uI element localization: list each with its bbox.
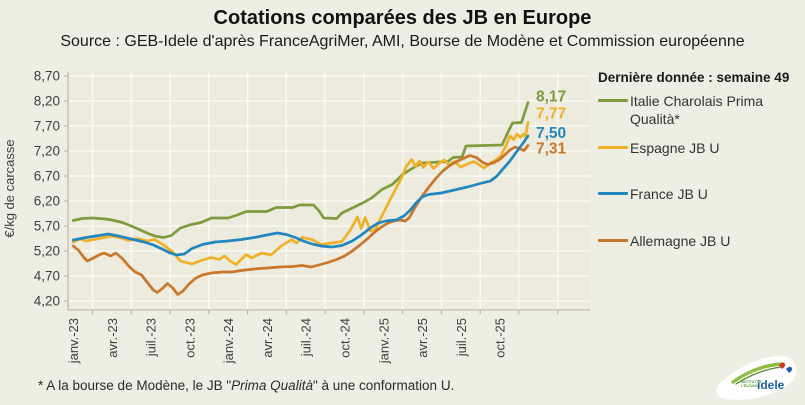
series-line-allemagne-jb-u	[71, 144, 530, 296]
legend-label-allemagne: Allemagne JB U	[630, 232, 731, 249]
footnote: * A la bourse de Modène, le JB "Prima Qu…	[38, 378, 454, 393]
x-tick-label: juil.-24	[299, 318, 314, 357]
plot-area: 8,70 8,20 7,70 7,20 6,70 6,20 5,70 5,20 4,70 4,20…	[2, 69, 590, 364]
page-title: Cotations comparées des JB en Europe	[213, 7, 592, 29]
plot-background	[68, 72, 590, 310]
logo-blue-mark	[786, 366, 793, 373]
y-tick-label: 6,20	[34, 194, 60, 209]
legend-label-italie: Italie Charolais Prima Qualità*	[630, 93, 764, 128]
logo-brand-text: idele	[757, 378, 785, 392]
legend-label-france: France JB U	[630, 186, 708, 202]
legend-items: Italie Charolais Prima Qualità* Espagne J…	[598, 92, 802, 278]
legend-title: Dernière donnée : semaine 49	[598, 70, 790, 85]
x-tick-label: janv.-25	[376, 318, 391, 364]
logo-caption-line2: L'ÉLEVAGE	[741, 383, 761, 388]
x-tick-label: janv.-24	[221, 318, 236, 364]
y-axis-title: €/kg de carcasse	[2, 139, 17, 237]
legend-item-italie: Italie Charolais Prima Qualità*	[598, 92, 802, 139]
series-line-italie-charolais-prima-qualita	[71, 101, 530, 239]
x-tick-label: janv.-23	[66, 318, 81, 364]
x-tick-label: avr.-25	[415, 318, 430, 358]
legend-item-allemagne: Allemagne JB U	[598, 232, 802, 279]
y-tick-label: 8,20	[34, 94, 60, 109]
logo-green-line	[735, 366, 782, 385]
end-value-label-italie-charolais-prima-qualita: 8,17	[536, 89, 566, 106]
page-subtitle: Source : GEB-Idele d'après FranceAgriMer…	[60, 33, 745, 50]
logo-green-swoosh	[731, 362, 785, 384]
legend-item-france: France JB U	[598, 185, 802, 232]
legend-swatch-france	[598, 192, 628, 195]
x-tick-label: juil.-23	[144, 318, 159, 357]
y-tick-label: 4,20	[34, 294, 60, 309]
y-tick-label: 8,70	[34, 69, 60, 84]
series-line-france-jb-u	[71, 134, 530, 257]
y-tick-label: 5,20	[34, 244, 60, 259]
x-tick-label: juil.-25	[454, 318, 469, 357]
logo-red-mark	[779, 362, 786, 369]
series-line-espagne-jb-u	[71, 121, 530, 266]
end-value-label-espagne-jb-u: 7,77	[536, 106, 566, 123]
legend-item-espagne: Espagne JB U	[598, 139, 802, 186]
x-tick-label: avr.-24	[260, 318, 275, 358]
end-value-label-france-jb-u: 7,50	[536, 125, 566, 142]
legend-swatch-espagne	[598, 145, 628, 149]
x-tick-label: oct.-23	[182, 318, 197, 358]
x-tick-label: oct.-25	[493, 318, 508, 358]
footnote-italic: Prima Qualità	[231, 378, 313, 393]
x-tick-label: oct.-24	[338, 318, 353, 358]
legend-label-espagne: Espagne JB U	[630, 139, 720, 156]
idele-logo: INSTITUT DE L'ÉLEVAGE idele	[716, 356, 797, 400]
footnote-suffix: " à une conformation U.	[312, 378, 455, 393]
legend-swatch-italie	[598, 99, 628, 102]
y-tick-label: 5,70	[34, 219, 60, 234]
legend: Dernière donnée : semaine 49 Italie Char…	[598, 70, 802, 278]
x-tick-label: avr.-23	[105, 318, 120, 358]
y-tick-label: 6,70	[34, 169, 60, 184]
y-tick-label: 4,70	[34, 269, 60, 284]
footnote-prefix: * A la bourse de Modène, le JB "	[38, 378, 232, 393]
y-tick-label: 7,70	[34, 119, 60, 134]
legend-swatch-allemagne	[598, 238, 628, 242]
y-tick-label: 7,20	[34, 144, 60, 159]
logo-caption-line1: INSTITUT DE	[741, 380, 763, 384]
end-value-label-allemagne-jb-u: 7,31	[536, 141, 567, 158]
